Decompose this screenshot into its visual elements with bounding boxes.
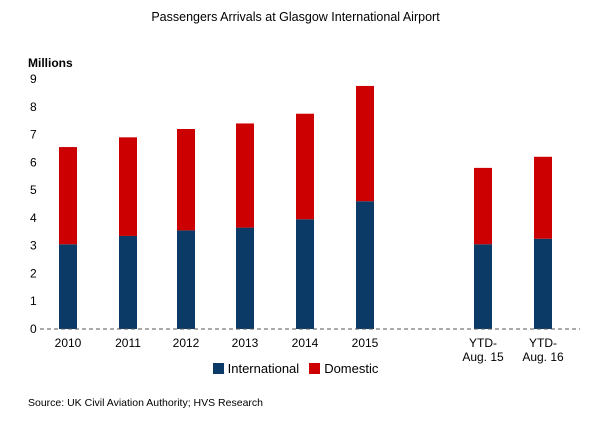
x-tick-label: 2012 xyxy=(173,336,200,350)
y-tick-labels: 0 1 2 3 4 5 6 7 8 9 xyxy=(30,72,37,336)
bar-international xyxy=(474,244,492,329)
y-axis-label: Millions xyxy=(28,56,73,70)
source-note: Source: UK Civil Aviation Authority; HVS… xyxy=(28,397,263,409)
bar-domestic xyxy=(474,167,492,245)
x-tick-label: YTD- xyxy=(469,336,497,350)
y-tick-label: 6 xyxy=(30,155,37,169)
x-tick-label: Aug. 16 xyxy=(522,350,564,364)
y-tick-label: 0 xyxy=(30,322,37,336)
chart-title: Passengers Arrivals at Glasgow Internati… xyxy=(151,10,440,24)
bar-international xyxy=(356,201,374,329)
bar-domestic xyxy=(356,85,374,202)
x-tick-labels: 2010 2011 2012 2013 2014 2015 YTD-Aug. 15YTD-A… xyxy=(55,336,564,364)
y-tick-label: 1 xyxy=(30,294,37,308)
bar-domestic xyxy=(534,156,552,239)
y-tick-label: 8 xyxy=(30,100,37,114)
y-tick-label: 9 xyxy=(30,72,37,86)
x-tick-label: 2010 xyxy=(55,336,82,350)
x-tick-label: 2015 xyxy=(352,336,379,350)
x-tick-label: YTD- xyxy=(529,336,557,350)
bar-international xyxy=(296,219,314,329)
y-tick-label: 7 xyxy=(30,128,37,142)
bar-international xyxy=(59,244,77,329)
y-tick-label: 5 xyxy=(30,183,37,197)
legend: International Domestic xyxy=(0,361,591,376)
bar-international xyxy=(177,230,195,329)
bar-domestic xyxy=(59,147,77,245)
legend-item-international: International xyxy=(212,361,300,376)
x-tick-label: Aug. 15 xyxy=(462,350,504,364)
y-tick-label: 3 xyxy=(30,239,37,253)
bars xyxy=(59,85,552,329)
legend-label-domestic: Domestic xyxy=(324,361,379,376)
legend-swatch-international xyxy=(212,363,224,374)
bar-international xyxy=(534,238,552,329)
y-tick-label: 2 xyxy=(30,266,37,280)
y-tick-label: 4 xyxy=(30,211,37,225)
legend-item-domestic: Domestic xyxy=(309,361,378,376)
bar-domestic xyxy=(236,123,254,228)
bar-domestic xyxy=(296,113,314,220)
bar-international xyxy=(236,227,254,329)
x-tick-label: 2013 xyxy=(232,336,259,350)
bar-domestic xyxy=(119,137,137,236)
legend-swatch-domestic xyxy=(309,363,321,374)
bar-domestic xyxy=(177,129,195,231)
legend-label-international: International xyxy=(227,361,300,376)
bar-international xyxy=(119,235,137,329)
x-tick-label: 2011 xyxy=(115,336,141,350)
x-tick-label: 2014 xyxy=(292,336,319,350)
